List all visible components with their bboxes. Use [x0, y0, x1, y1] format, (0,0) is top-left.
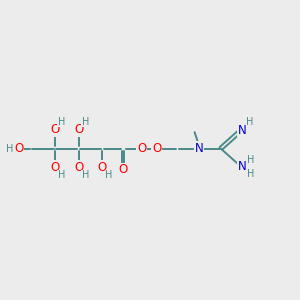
Text: H: H [82, 170, 89, 180]
Text: H: H [248, 155, 255, 165]
Text: O: O [50, 161, 59, 174]
Text: H: H [6, 143, 14, 154]
Text: N: N [238, 124, 247, 136]
Text: H: H [58, 117, 65, 127]
Text: O: O [98, 161, 107, 174]
Text: O: O [137, 142, 146, 155]
Text: N: N [238, 160, 247, 173]
Text: O: O [74, 123, 83, 136]
Text: H: H [58, 170, 65, 180]
Text: H: H [105, 170, 113, 180]
Text: O: O [14, 142, 23, 155]
Text: O: O [152, 142, 161, 155]
Text: N: N [195, 142, 203, 155]
Text: H: H [248, 169, 255, 179]
Text: O: O [74, 161, 83, 174]
Text: O: O [50, 123, 59, 136]
Text: H: H [82, 117, 89, 127]
Text: H: H [247, 117, 254, 128]
Text: O: O [118, 164, 128, 176]
